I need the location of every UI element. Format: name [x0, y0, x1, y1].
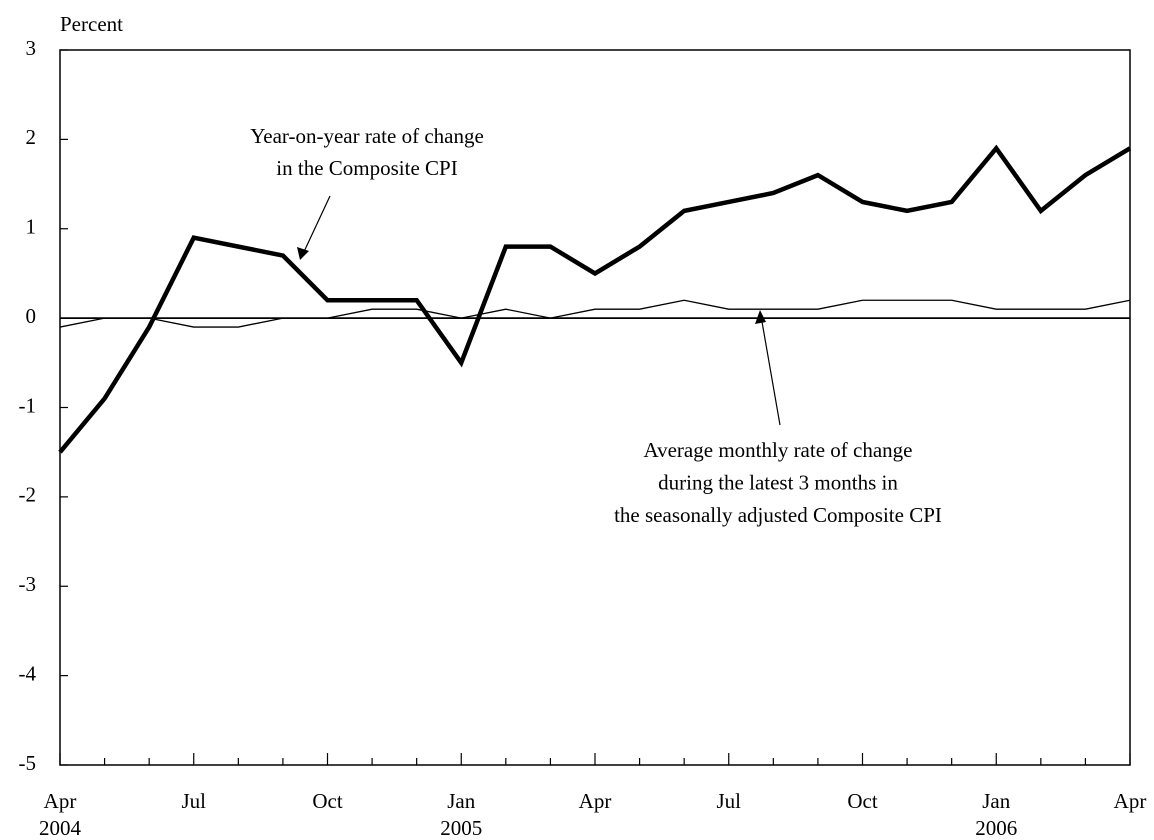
- y-tick-label: -2: [19, 483, 37, 507]
- x-tick-label: Jan: [447, 789, 475, 813]
- arrow-head: [755, 310, 766, 324]
- plot-frame: [59, 49, 1131, 766]
- x-tick-label: Apr: [579, 789, 612, 813]
- x-year-label: 2004: [39, 816, 82, 840]
- x-tick-label: Jan: [982, 789, 1010, 813]
- series-line: [58, 144, 1132, 454]
- y-tick-label: -4: [19, 661, 37, 685]
- x-tick-label: Jul: [181, 789, 206, 813]
- x-tick-label: Oct: [847, 789, 877, 813]
- y-tick-label: -5: [19, 751, 37, 775]
- x-tick-label: Oct: [312, 789, 342, 813]
- x-tick-label: Apr: [44, 789, 77, 813]
- annotation-arrow: [301, 195, 331, 257]
- y-tick-label: 3: [26, 36, 37, 60]
- x-tick-label: Jul: [716, 789, 741, 813]
- series-line: [59, 299, 1131, 328]
- annotation: in the Composite CPI: [276, 156, 457, 180]
- annotation-arrow: [760, 315, 781, 426]
- y-tick-label: 2: [26, 125, 37, 149]
- annotation: Average monthly rate of change: [644, 438, 913, 462]
- x-tick-label: Apr: [1114, 789, 1147, 813]
- y-tick-label: -1: [19, 393, 37, 417]
- y-axis-label: Percent: [60, 12, 123, 36]
- arrow-head: [297, 247, 309, 260]
- annotation: the seasonally adjusted Composite CPI: [614, 503, 942, 527]
- x-year-label: 2005: [440, 816, 482, 840]
- y-tick-label: 0: [26, 304, 37, 328]
- y-tick-label: -3: [19, 572, 37, 596]
- y-tick-label: 1: [26, 215, 37, 239]
- annotation: Year-on-year rate of change: [250, 124, 484, 148]
- x-year-label: 2006: [975, 816, 1017, 840]
- annotation: during the latest 3 months in: [658, 470, 898, 494]
